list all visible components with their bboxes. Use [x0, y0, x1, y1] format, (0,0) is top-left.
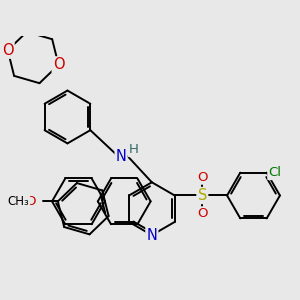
Text: N: N — [146, 228, 157, 243]
Text: O: O — [2, 43, 14, 58]
Text: S: S — [198, 188, 207, 203]
Text: N: N — [116, 149, 127, 164]
Text: O: O — [197, 171, 208, 184]
Text: H: H — [129, 143, 139, 156]
Text: O: O — [197, 207, 208, 220]
Text: CH₃: CH₃ — [8, 195, 30, 208]
Text: Cl: Cl — [268, 166, 281, 179]
Text: O: O — [53, 57, 64, 72]
Text: O: O — [25, 195, 36, 208]
